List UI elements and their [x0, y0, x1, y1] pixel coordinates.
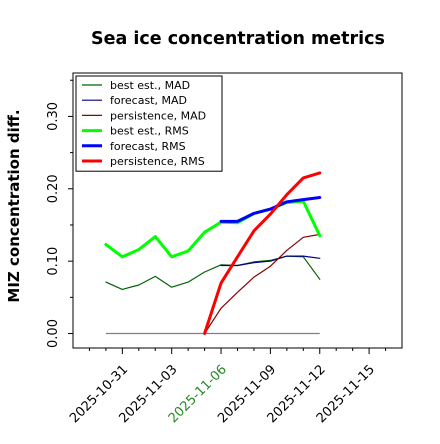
y-tick-label-2: 0.20	[46, 174, 61, 203]
series-line-5	[203, 171, 322, 335]
series-line-2	[204, 233, 321, 335]
series-line-1	[220, 255, 321, 267]
y-axis-label: MIZ concentration diff.	[5, 109, 23, 302]
legend-label-3: best est., RMS	[110, 125, 189, 138]
series-line-0	[105, 255, 321, 290]
legend-label-5: persistence, RMS	[110, 155, 205, 168]
legend-label-2: persistence, MAD	[110, 109, 206, 122]
legend-label-0: best est., MAD	[110, 79, 190, 92]
series-line-3	[104, 199, 322, 259]
legend-label-1: forecast, MAD	[110, 94, 187, 107]
chart-title: Sea ice concentration metrics	[91, 29, 385, 49]
legend: best est., MAD forecast, MAD persistence, …	[75, 75, 223, 172]
y-tick-label-1: 0.10	[46, 247, 61, 276]
legend-label-4: forecast, RMS	[110, 140, 186, 153]
plot-area	[104, 171, 322, 335]
legend-box	[75, 75, 223, 172]
y-tick-label-0: 0.00	[46, 319, 61, 348]
y-tick-label-3: 0.30	[46, 102, 61, 131]
series-line-4	[219, 196, 322, 223]
